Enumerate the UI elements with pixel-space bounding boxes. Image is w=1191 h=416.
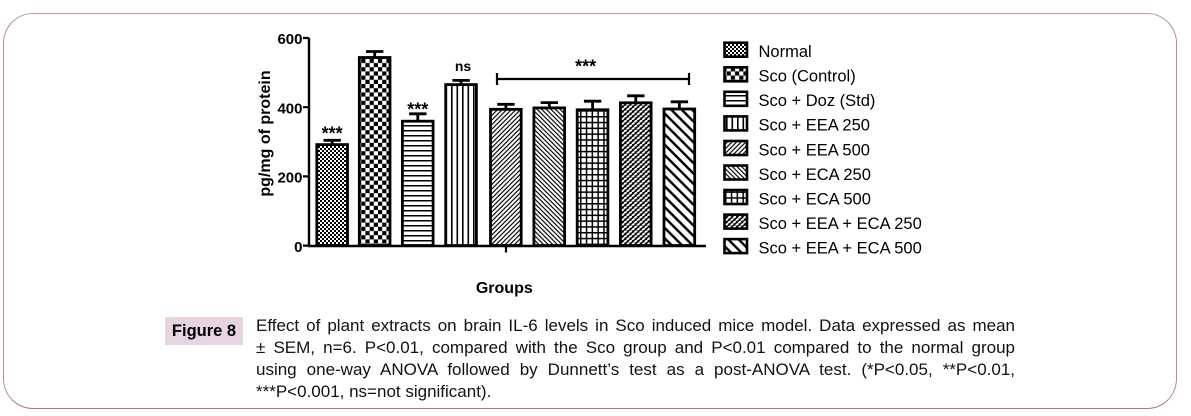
- svg-text:400: 400: [277, 100, 302, 117]
- svg-text:Sco (Control): Sco (Control): [759, 68, 856, 86]
- svg-text:Normal: Normal: [759, 43, 812, 61]
- svg-text:0: 0: [294, 239, 302, 256]
- svg-text:Sco + EEA + ECA 250: Sco + EEA + ECA 250: [759, 215, 922, 233]
- svg-text:200: 200: [277, 170, 302, 187]
- svg-text:Sco + EEA 250: Sco + EEA 250: [759, 117, 870, 135]
- svg-text:pg/mg of protein: pg/mg of protein: [257, 70, 274, 196]
- svg-text:Sco + ECA 500: Sco + ECA 500: [759, 190, 871, 208]
- svg-text:600: 600: [277, 31, 302, 48]
- svg-text:Sco + ECA 250: Sco + ECA 250: [759, 166, 871, 184]
- svg-text:Sco + EEA + ECA 500: Sco + EEA + ECA 500: [759, 239, 922, 257]
- svg-text:***: ***: [575, 56, 596, 76]
- svg-text:Groups: Groups: [476, 280, 533, 297]
- svg-text:Sco + EEA 500: Sco + EEA 500: [759, 141, 870, 159]
- svg-text:***: ***: [322, 124, 343, 144]
- svg-text:ns: ns: [455, 58, 472, 74]
- svg-text:***: ***: [407, 100, 428, 120]
- svg-text:Sco + Doz (Std): Sco + Doz (Std): [759, 92, 876, 110]
